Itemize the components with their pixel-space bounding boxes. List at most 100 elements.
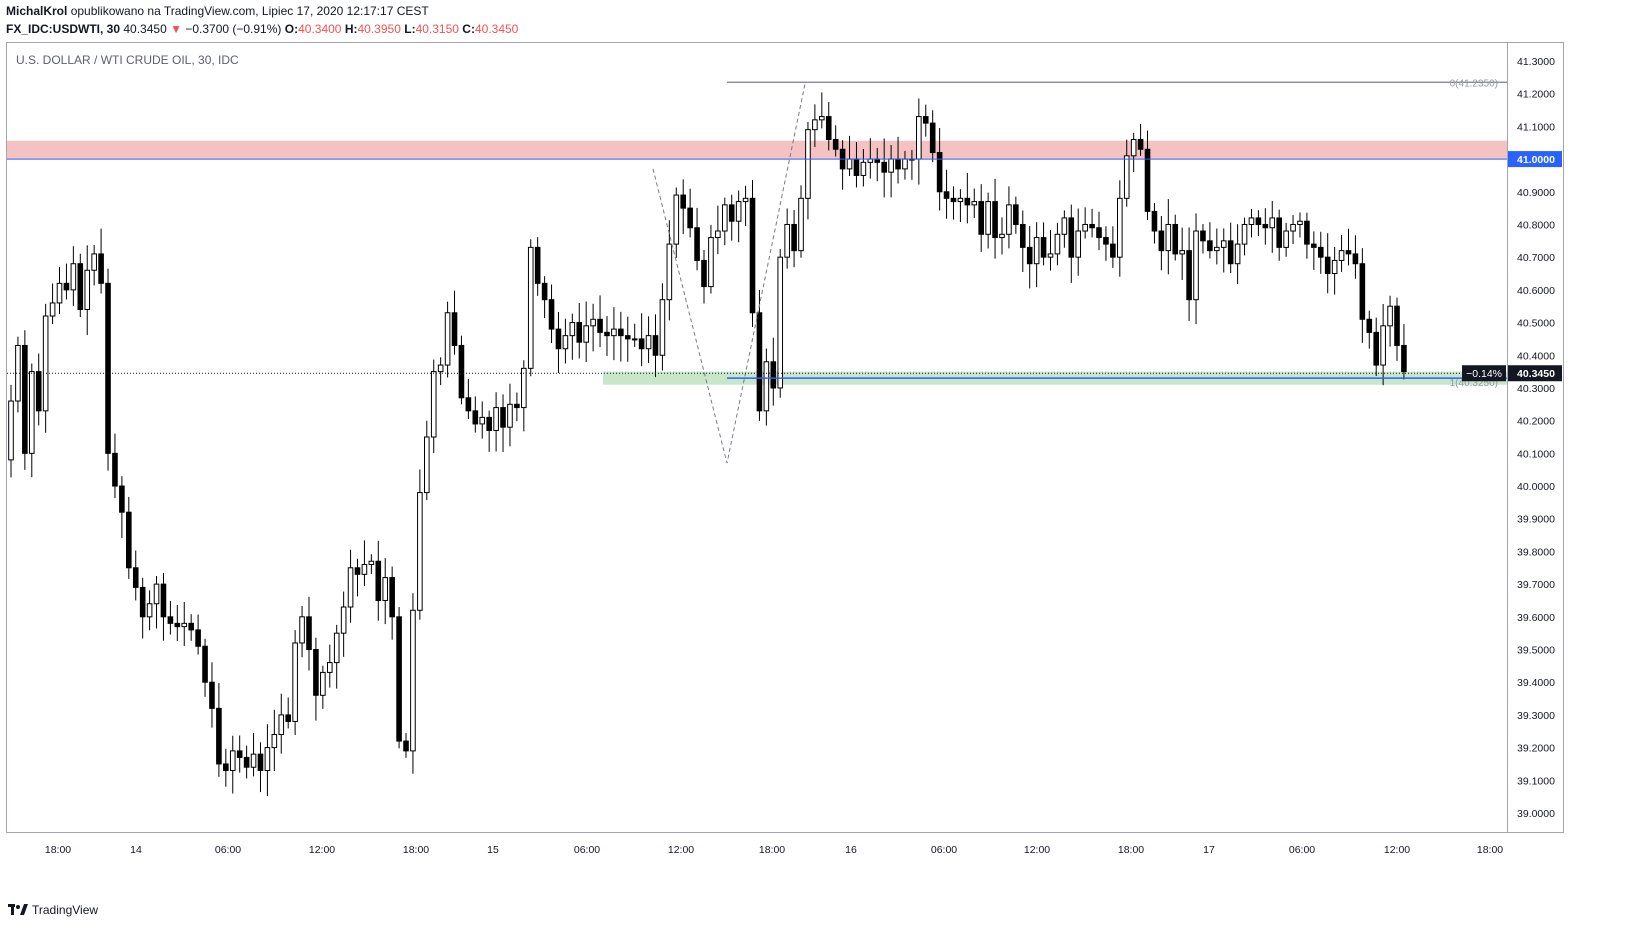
candle-down-body	[950, 197, 957, 203]
candle	[1089, 208, 1095, 238]
x-tick-label: 18:00	[1118, 844, 1144, 856]
candle-up-body	[1234, 243, 1241, 265]
candle	[278, 693, 285, 754]
candle-down-body	[1373, 331, 1380, 366]
candle-up-body	[985, 201, 991, 235]
candle	[1207, 222, 1213, 259]
candle	[1352, 235, 1359, 279]
chart-frame	[6, 42, 1564, 833]
candle-down-body	[624, 335, 631, 340]
candle-up-body	[1075, 230, 1082, 258]
candle-up-body	[382, 577, 389, 601]
candle	[1359, 248, 1366, 343]
candle	[91, 244, 97, 286]
candle-down-body	[126, 511, 132, 569]
candle	[576, 303, 583, 359]
candle-down-body	[216, 707, 222, 765]
candle	[1033, 222, 1040, 288]
candle-up-body	[56, 282, 63, 304]
candle-down-body	[514, 403, 520, 409]
candle-up-body	[299, 616, 305, 644]
candle-up-body	[1290, 223, 1296, 232]
candle	[680, 179, 687, 235]
candle	[1179, 227, 1185, 280]
candle	[1366, 310, 1373, 349]
candle-down-body	[465, 397, 472, 412]
candle	[1151, 203, 1158, 244]
candle	[368, 554, 375, 575]
candle	[417, 469, 423, 620]
candle-up-body	[493, 407, 499, 431]
candle-down-body	[451, 312, 458, 346]
candle	[763, 348, 770, 426]
symbol-line: FX_IDC:USDWTI, 30 40.3450 ▼ −0.3700 (−0.…	[6, 22, 518, 36]
candle	[216, 683, 222, 777]
candle	[430, 359, 437, 454]
candle-down-body	[534, 246, 541, 284]
candle	[28, 363, 35, 478]
candle	[1380, 303, 1386, 386]
candle-down-body	[500, 407, 506, 428]
candle	[493, 392, 499, 452]
candle-up-body	[444, 312, 451, 366]
candle-down-body	[389, 577, 395, 618]
candle-up-body	[590, 318, 596, 327]
candle-down-body	[313, 649, 319, 696]
candle	[978, 184, 985, 252]
candle-up-body	[611, 328, 617, 337]
candle-up-body	[777, 256, 784, 389]
candle	[777, 248, 784, 398]
candle	[1324, 233, 1331, 294]
candle	[1006, 186, 1012, 249]
candle	[320, 665, 326, 709]
candle-up-body	[42, 315, 49, 412]
candle	[119, 476, 125, 539]
candle	[812, 104, 818, 148]
candle	[1255, 210, 1262, 237]
open-value: 40.3400	[298, 22, 342, 36]
candle	[56, 267, 63, 315]
candle	[84, 245, 91, 336]
fib-bottom-label: 1(40.3250)	[1450, 378, 1498, 389]
candle	[985, 192, 991, 249]
candle-down-body	[375, 560, 382, 601]
candle-down-body	[403, 740, 409, 752]
candle-down-body	[1324, 256, 1331, 275]
candle-down-body	[1317, 246, 1324, 258]
candle-down-body	[472, 410, 479, 425]
footer-brand[interactable]: TradingView	[32, 903, 99, 917]
candle	[486, 410, 492, 452]
candle	[1214, 228, 1220, 265]
candle-up-body	[271, 734, 278, 749]
change-label: −0.14%	[1466, 368, 1502, 380]
candle	[236, 735, 243, 773]
candle	[742, 185, 749, 226]
candle	[500, 394, 506, 452]
current-price-tag	[1508, 365, 1562, 382]
candle	[181, 601, 188, 646]
candle	[132, 550, 139, 601]
candle-down-body	[701, 259, 707, 288]
candle-up-body	[812, 119, 818, 131]
candle-up-body	[250, 753, 257, 768]
candle	[992, 178, 998, 259]
candle	[590, 303, 596, 352]
author-name[interactable]: MichalKrol	[6, 4, 68, 18]
x-tick-label: 18:00	[1477, 844, 1503, 856]
resistance-zone	[7, 140, 1507, 160]
level-price-label: 41.0000	[1517, 154, 1555, 166]
candle	[382, 558, 389, 625]
candle-down-body	[749, 197, 756, 314]
candle-down-body	[1068, 217, 1075, 258]
candle-down-body	[1394, 305, 1400, 346]
candle	[22, 330, 28, 470]
candle-up-body	[1387, 305, 1393, 327]
candle-down-body	[167, 616, 174, 624]
candle-up-body	[153, 583, 160, 605]
candle	[444, 301, 451, 378]
last-price: 40.3450	[123, 22, 167, 36]
x-tick-label: 06:00	[931, 844, 957, 856]
candle	[188, 614, 194, 641]
candle-up-body	[1214, 246, 1220, 252]
